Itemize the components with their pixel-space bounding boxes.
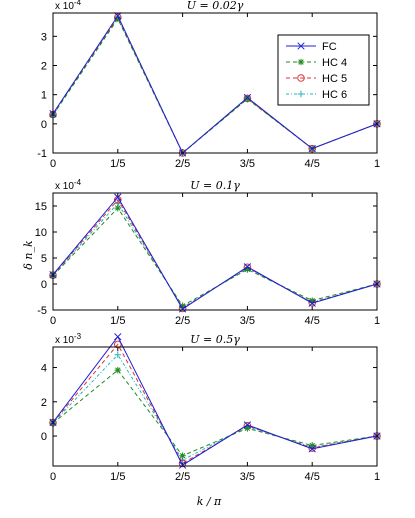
axes-box	[52, 12, 378, 154]
legend-label-fc: FC	[322, 41, 337, 53]
x-tick-label: 2/5	[175, 158, 190, 170]
y-tick-label: 0	[41, 431, 47, 443]
y-tick-label: 10	[35, 227, 47, 239]
axis-multiplier-exponent: -3	[74, 332, 82, 341]
y-tick-label: 4	[41, 363, 47, 375]
data-point-fc	[308, 445, 316, 453]
x-tick-label: 2/5	[175, 471, 190, 483]
y-tick-label: 0	[41, 119, 47, 131]
x-tick-label: 1	[374, 158, 380, 170]
panel-title: U = 0.1γ	[190, 179, 240, 192]
axis-multiplier: x 10-4	[55, 0, 82, 12]
series-line-hc-4	[52, 369, 378, 457]
legend-marker-hc-5	[297, 74, 305, 82]
series-line-hc-6	[52, 202, 378, 309]
x-tick-label: 3/5	[240, 315, 255, 327]
x-tick-label: 4/5	[305, 158, 320, 170]
data-point-fc	[243, 263, 252, 271]
x-tick-label: 4/5	[305, 315, 320, 327]
axis-multiplier: x 10-3	[55, 332, 82, 346]
data-point-hc-4	[179, 452, 186, 460]
x-tick-label: 0	[50, 471, 56, 483]
x-tick-label: 0	[50, 158, 56, 170]
series-line-fc	[52, 335, 378, 466]
data-point-fc	[178, 461, 187, 469]
data-point-fc	[178, 305, 187, 313]
x-tick-label: 1/5	[110, 315, 125, 327]
x-tick-label: 1	[374, 471, 380, 483]
x-tick-label: 0	[50, 315, 56, 327]
x-tick-label: 1/5	[110, 471, 125, 483]
axis-multiplier-exponent: -4	[74, 178, 82, 187]
x-tick-label: 3/5	[240, 471, 255, 483]
axes-box	[52, 346, 378, 467]
series-line-hc-4	[52, 207, 378, 307]
x-tick-label: 2/5	[175, 315, 190, 327]
data-point-fc	[308, 144, 316, 153]
axis-multiplier: x 10-4	[55, 178, 82, 192]
y-tick-label: 0	[41, 279, 47, 291]
legend-marker-hc-4	[297, 58, 305, 66]
legend-marker-fc	[297, 42, 305, 50]
y-tick-label: 2	[41, 61, 47, 73]
x-tick-label: 3/5	[240, 158, 255, 170]
data-point-hc-4	[244, 266, 251, 273]
y-tick-label: 5	[41, 253, 47, 265]
data-point-fc	[243, 421, 252, 429]
x-tick-label: 4/5	[305, 471, 320, 483]
data-point-hc-4	[308, 297, 316, 304]
x-tick-label: 1/5	[110, 158, 125, 170]
legend-label-hc-5: HC 5	[322, 73, 347, 85]
legend-label-hc-6: HC 6	[322, 89, 347, 101]
y-axis-label: δ n_k	[22, 240, 35, 270]
data-point-fc	[308, 299, 316, 307]
x-tick-label: 1	[374, 315, 380, 327]
y-tick-label: 15	[35, 201, 47, 213]
series-line-fc	[52, 196, 378, 310]
y-tick-label: -5	[37, 305, 47, 317]
data-point-fc	[243, 93, 252, 102]
data-point-fc	[114, 12, 122, 20]
data-point-hc-4	[114, 366, 122, 374]
legend: FC HC 4 HC 5 HC 6	[277, 34, 370, 106]
axes-box	[52, 192, 378, 311]
data-point-hc-4	[244, 425, 251, 432]
legend-marker-hc-6	[297, 90, 305, 98]
y-tick-label: -1	[37, 148, 47, 160]
data-point-hc-4	[114, 204, 122, 212]
data-point-hc-5	[114, 340, 122, 349]
x-axis-label: k / π	[197, 495, 222, 508]
series-line-fc	[52, 14, 378, 154]
panel-title: U = 0.5γ	[190, 333, 240, 346]
data-point-hc-4	[114, 15, 122, 23]
legend-box	[277, 34, 370, 106]
data-point-hc-6	[114, 351, 122, 359]
y-tick-label: 3	[41, 31, 47, 43]
y-tick-label: 2	[41, 397, 47, 409]
series-line-hc-6	[52, 353, 378, 461]
data-point-hc-4	[244, 95, 251, 103]
data-point-fc	[114, 333, 122, 341]
data-point-hc-4	[179, 302, 186, 310]
legend-label-hc-4: HC 4	[322, 57, 347, 69]
y-tick-label: 1	[41, 90, 47, 102]
chart-panel-3: U = 0.5γ x 10-3 0 1/5 2/5 3/5 4/5 1 0 2 4	[41, 332, 381, 483]
data-point-fc	[114, 193, 122, 201]
data-point-hc-4	[308, 442, 316, 449]
panel-title: U = 0.02γ	[187, 0, 244, 12]
axis-multiplier-exponent: -4	[74, 0, 82, 7]
